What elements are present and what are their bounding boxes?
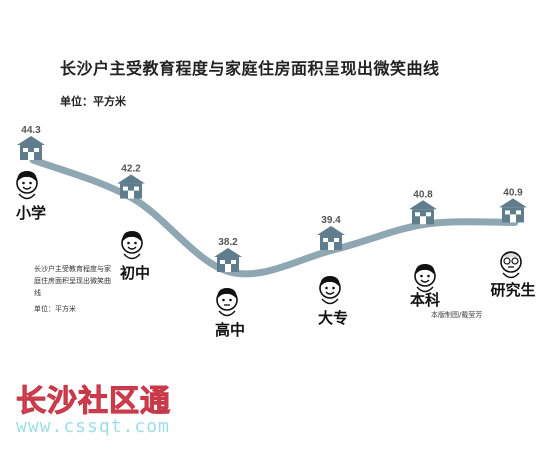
watermark-url: www.cssqt.com [16,416,170,437]
watermark-text: 长沙社区通 [16,384,171,420]
person-face-icon [319,276,341,305]
category-label: 小学 [16,204,46,222]
person-face-icon [216,288,238,317]
house-icon [214,248,242,272]
person-face-icon [16,171,38,200]
house-icon [499,198,527,223]
value-label: 40.8 [413,189,433,200]
value-label: 40.9 [503,187,523,198]
side-note-unit: 单位：平方米 [34,305,76,313]
category-label: 研究生 [490,281,535,299]
person-face-icon [414,264,436,293]
category-label: 大专 [318,309,348,327]
house-icon [317,225,345,250]
value-label: 38.2 [218,237,238,248]
person-face-icon [121,231,143,260]
category-label: 初中 [120,264,150,282]
unit-label: 单位：平方米 [60,95,126,108]
chart-title: 长沙户主受教育程度与家庭住房面积呈现出微笑曲线 [60,59,440,78]
side-note: 长沙户主受教育程度与家庭住房面积呈现出微笑曲线 单位：平方米 [34,263,112,315]
credit-label: 本版制图/戴莹芳 [431,311,483,319]
value-label: 42.2 [121,164,141,175]
person-face-icon [500,251,522,279]
value-label: 39.4 [321,215,341,226]
side-note-text: 长沙户主受教育程度与家庭住房面积呈现出微笑曲线 [34,265,111,297]
smile-curve [29,156,519,278]
house-icon [409,200,437,225]
category-label: 本科 [410,291,440,309]
house-icon [117,174,145,199]
house-icon [17,136,45,160]
category-label: 高中 [215,321,245,339]
value-label: 44.3 [21,125,41,136]
